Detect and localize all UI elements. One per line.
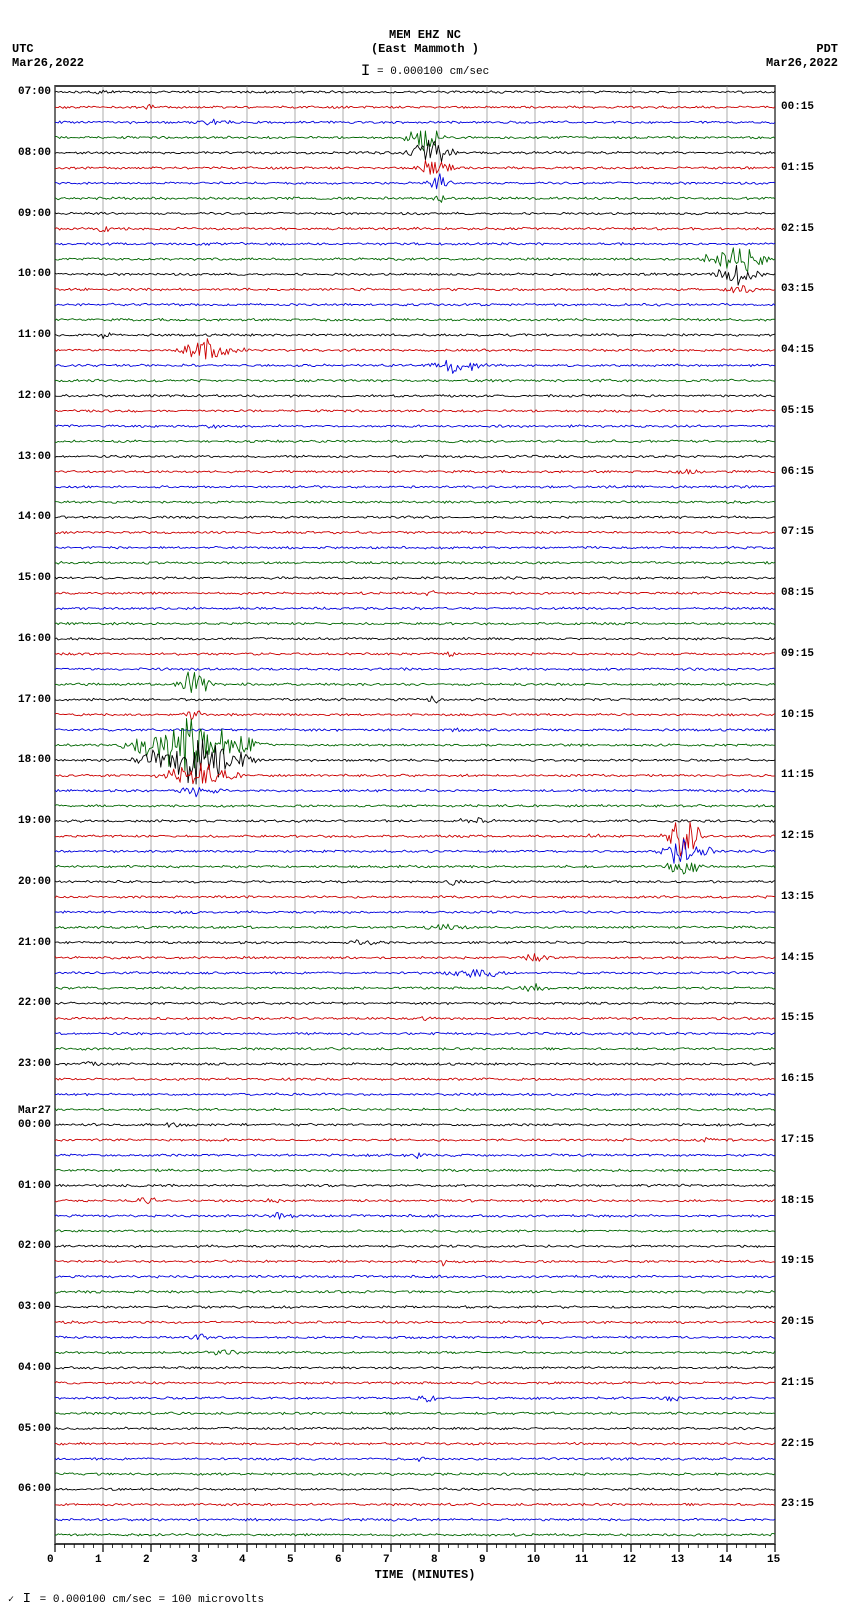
pdt-time-label: 09:15 [781, 648, 814, 660]
x-tick-label: 15 [767, 1554, 780, 1566]
utc-time-label: 17:00 [18, 694, 51, 706]
utc-time-label: 00:00 [18, 1119, 51, 1131]
pdt-time-label: 13:15 [781, 891, 814, 903]
pdt-time-label: 03:15 [781, 283, 814, 295]
footer-scale-note: ✓ I = 0.000100 cm/sec = 100 microvolts [8, 1591, 264, 1607]
utc-time-label: 11:00 [18, 329, 51, 341]
x-tick-label: 9 [479, 1554, 486, 1566]
utc-time-label: 19:00 [18, 815, 51, 827]
x-tick-label: 14 [719, 1554, 732, 1566]
pdt-time-label: 16:15 [781, 1073, 814, 1085]
pdt-time-label: 10:15 [781, 709, 814, 721]
x-axis-title: TIME (MINUTES) [375, 1568, 476, 1582]
helicorder-svg [0, 0, 850, 1613]
utc-time-label: 02:00 [18, 1240, 51, 1252]
pdt-time-label: 23:15 [781, 1498, 814, 1510]
utc-time-label: 23:00 [18, 1058, 51, 1070]
helicorder-chart: MEM EHZ NC (East Mammoth ) UTC Mar26,202… [0, 0, 850, 1613]
pdt-time-label: 06:15 [781, 466, 814, 478]
utc-time-label: 20:00 [18, 876, 51, 888]
pdt-time-label: 20:15 [781, 1316, 814, 1328]
pdt-time-label: 04:15 [781, 344, 814, 356]
pdt-time-label: 22:15 [781, 1438, 814, 1450]
utc-time-label: 04:00 [18, 1362, 51, 1374]
utc-time-label: 01:00 [18, 1180, 51, 1192]
utc-time-label: 03:00 [18, 1301, 51, 1313]
x-tick-label: 6 [335, 1554, 342, 1566]
x-tick-label: 3 [191, 1554, 198, 1566]
utc-time-label: 13:00 [18, 451, 51, 463]
pdt-time-label: 12:15 [781, 830, 814, 842]
x-tick-label: 2 [143, 1554, 150, 1566]
pdt-time-label: 21:15 [781, 1377, 814, 1389]
utc-time-label: 18:00 [18, 754, 51, 766]
x-tick-label: 1 [95, 1554, 102, 1566]
x-tick-label: 7 [383, 1554, 390, 1566]
x-tick-label: 13 [671, 1554, 684, 1566]
x-tick-label: 10 [527, 1554, 540, 1566]
x-tick-label: 0 [47, 1554, 54, 1566]
pdt-time-label: 18:15 [781, 1195, 814, 1207]
utc-time-label: 07:00 [18, 86, 51, 98]
utc-time-label: 12:00 [18, 390, 51, 402]
x-tick-label: 8 [431, 1554, 438, 1566]
x-tick-label: 5 [287, 1554, 294, 1566]
date-change-label: Mar27 [18, 1105, 51, 1117]
utc-time-label: 06:00 [18, 1483, 51, 1495]
pdt-time-label: 02:15 [781, 223, 814, 235]
pdt-time-label: 05:15 [781, 405, 814, 417]
pdt-time-label: 00:15 [781, 101, 814, 113]
pdt-time-label: 15:15 [781, 1012, 814, 1024]
utc-time-label: 16:00 [18, 633, 51, 645]
pdt-time-label: 08:15 [781, 587, 814, 599]
utc-time-label: 05:00 [18, 1423, 51, 1435]
utc-time-label: 09:00 [18, 208, 51, 220]
x-tick-label: 12 [623, 1554, 636, 1566]
x-tick-label: 11 [575, 1554, 588, 1566]
utc-time-label: 10:00 [18, 268, 51, 280]
utc-time-label: 08:00 [18, 147, 51, 159]
x-tick-label: 4 [239, 1554, 246, 1566]
pdt-time-label: 01:15 [781, 162, 814, 174]
utc-time-label: 21:00 [18, 937, 51, 949]
pdt-time-label: 07:15 [781, 526, 814, 538]
pdt-time-label: 19:15 [781, 1255, 814, 1267]
pdt-time-label: 14:15 [781, 952, 814, 964]
pdt-time-label: 11:15 [781, 769, 814, 781]
pdt-time-label: 17:15 [781, 1134, 814, 1146]
utc-time-label: 15:00 [18, 572, 51, 584]
utc-time-label: 22:00 [18, 997, 51, 1009]
utc-time-label: 14:00 [18, 511, 51, 523]
